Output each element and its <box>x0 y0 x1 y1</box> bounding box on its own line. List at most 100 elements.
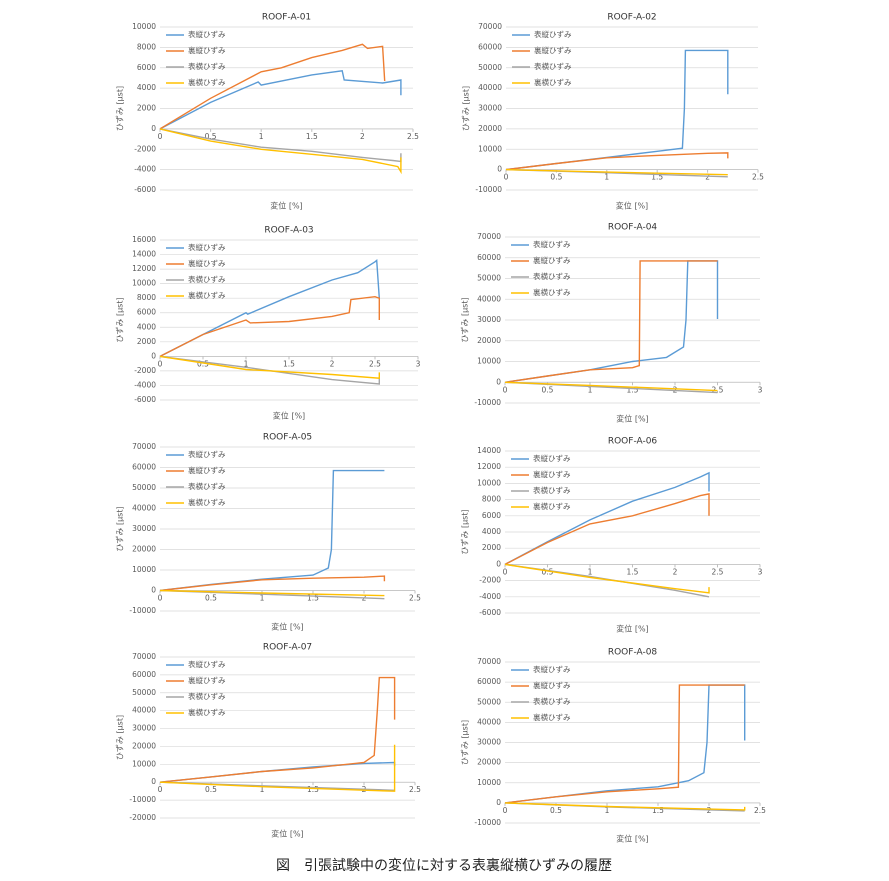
y-tick-label: 50000 <box>477 274 501 283</box>
y-tick-label: 10000 <box>478 144 502 153</box>
x-tick-label: 1 <box>605 806 610 815</box>
legend-label: 表横ひずみ <box>188 481 226 491</box>
x-tick-label: 0 <box>503 806 508 815</box>
x-axis-label: 変位 [%] <box>616 624 648 634</box>
x-tick-label: 0.5 <box>197 359 209 368</box>
y-tick-label: -10000 <box>129 606 156 615</box>
x-tick-label: 0.5 <box>205 785 217 794</box>
x-tick-label: 0 <box>504 173 509 182</box>
series-line <box>505 152 729 171</box>
x-tick-label: 2.5 <box>369 359 381 368</box>
y-tick-label: -10000 <box>475 185 502 194</box>
y-tick-label: 0 <box>496 798 501 807</box>
y-tick-label: -4000 <box>134 380 156 389</box>
legend-label: 表横ひずみ <box>188 61 226 71</box>
series-line <box>504 471 710 566</box>
y-tick-label: -20000 <box>129 813 156 822</box>
x-axis-label: 変位 [%] <box>616 834 648 844</box>
x-tick-label: 2.5 <box>712 385 724 394</box>
y-tick-label: 0 <box>151 124 156 133</box>
y-tick-label: 2000 <box>482 543 501 552</box>
legend-label: 裏横ひずみ <box>188 497 226 507</box>
chart: ROOF-A-03-6000-4000-20000200040006000800… <box>115 226 421 421</box>
y-tick-label: 30000 <box>132 724 156 733</box>
y-tick-label: 10000 <box>132 565 156 574</box>
series-line <box>504 802 746 811</box>
series-line <box>159 258 380 358</box>
legend-label: 裏縦ひずみ <box>188 465 226 475</box>
y-tick-label: 0 <box>151 586 156 595</box>
y-tick-label: -2000 <box>134 366 156 375</box>
y-tick-label: 4000 <box>137 322 156 331</box>
y-tick-label: 10000 <box>132 759 156 768</box>
x-tick-label: 1.5 <box>651 173 663 182</box>
y-tick-label: 10000 <box>132 279 156 288</box>
x-tick-label: 1.5 <box>306 132 318 141</box>
y-tick-label: 20000 <box>132 741 156 750</box>
x-tick-label: 0 <box>503 385 508 394</box>
x-tick-label: 1 <box>260 785 265 794</box>
y-tick-label: 50000 <box>132 483 156 492</box>
y-tick-label: 8000 <box>137 42 156 51</box>
y-tick-label: -6000 <box>134 395 156 404</box>
y-tick-label: 10000 <box>477 778 501 787</box>
y-tick-label: 0 <box>151 777 156 786</box>
chart-title: ROOF-A-05 <box>263 433 312 443</box>
y-tick-label: 12000 <box>132 264 156 273</box>
x-tick-label: 2.5 <box>409 785 421 794</box>
y-axis-label: ひずみ [μst] <box>115 86 125 131</box>
series-line <box>159 575 386 592</box>
y-tick-label: 16000 <box>132 235 156 244</box>
y-tick-label: -6000 <box>134 185 156 194</box>
x-tick-label: 1.5 <box>627 567 639 576</box>
legend-label: 裏横ひずみ <box>188 290 226 300</box>
chart: ROOF-A-02-100000100002000030000400005000… <box>461 13 765 211</box>
x-axis-label: 変位 [%] <box>616 414 648 424</box>
chart: ROOF-A-06-6000-4000-20000200040006000800… <box>460 437 763 634</box>
x-tick-label: 0 <box>158 594 163 603</box>
legend-label: 表縦ひずみ <box>533 664 571 674</box>
y-tick-label: 0 <box>151 351 156 360</box>
x-tick-label: 2.5 <box>712 567 724 576</box>
x-tick-label: 3 <box>758 385 763 394</box>
y-axis-label: ひずみ [μst] <box>461 86 471 131</box>
legend-label: 表縦ひずみ <box>188 449 226 459</box>
x-tick-label: 1.5 <box>627 385 639 394</box>
chart: ROOF-A-01-6000-4000-20000200040006000800… <box>115 13 420 211</box>
x-tick-label: 1 <box>588 385 593 394</box>
x-axis-label: 変位 [%] <box>273 411 305 421</box>
y-tick-label: 40000 <box>477 294 501 303</box>
x-tick-label: 0 <box>158 785 163 794</box>
y-tick-label: 70000 <box>477 232 501 241</box>
y-tick-label: 0 <box>496 377 501 386</box>
x-tick-label: 1 <box>259 132 264 141</box>
x-tick-label: 0.5 <box>205 594 217 603</box>
series-line <box>504 260 718 383</box>
y-axis-label: ひずみ [μst] <box>115 715 125 760</box>
legend-label: 裏縦ひずみ <box>533 680 571 690</box>
y-tick-label: 50000 <box>477 697 501 706</box>
legend-label: 裏横ひずみ <box>533 287 571 297</box>
y-tick-label: -10000 <box>474 398 501 407</box>
legend-label: 裏縦ひずみ <box>188 675 226 685</box>
legend-label: 表縦ひずみ <box>188 242 226 252</box>
series-line <box>159 355 380 385</box>
x-tick-label: 1.5 <box>307 594 319 603</box>
x-tick-label: 2.5 <box>752 173 764 182</box>
y-tick-label: -2000 <box>134 144 156 153</box>
y-tick-label: 30000 <box>132 524 156 533</box>
legend-label: 裏縦ひずみ <box>533 469 571 479</box>
y-tick-label: 40000 <box>477 717 501 726</box>
legend-label: 表横ひずみ <box>188 274 226 284</box>
x-axis-label: 変位 [%] <box>271 622 303 632</box>
y-axis-label: ひずみ [μst] <box>460 720 470 765</box>
x-tick-label: 2 <box>705 173 710 182</box>
x-tick-label: 3 <box>758 567 763 576</box>
x-axis-label: 変位 [%] <box>616 201 648 211</box>
y-tick-label: 60000 <box>477 677 501 686</box>
chart-title: ROOF-A-02 <box>607 13 656 23</box>
x-tick-label: 1.5 <box>652 806 664 815</box>
y-tick-label: 2000 <box>137 104 156 113</box>
legend-label: 表縦ひずみ <box>533 453 571 463</box>
y-tick-label: 70000 <box>478 22 502 31</box>
